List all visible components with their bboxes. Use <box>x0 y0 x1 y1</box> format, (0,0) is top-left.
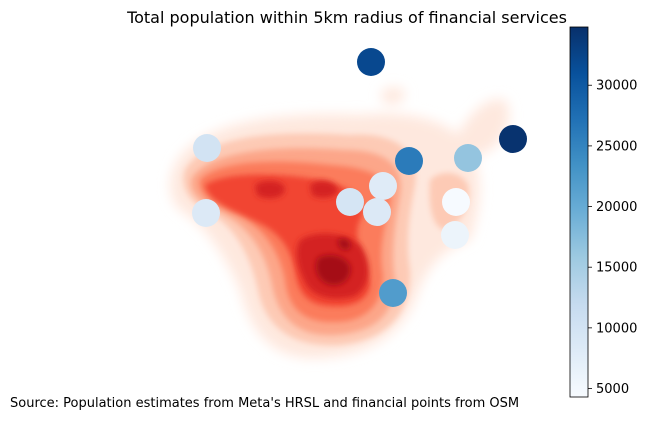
map-area <box>170 48 527 359</box>
colorbar-ticks: 5000 10000 15000 20000 25000 30000 <box>588 79 637 397</box>
colorbar-tick-label: 10000 <box>596 321 637 336</box>
density-level-7 <box>315 254 351 286</box>
financial-service-point <box>192 199 220 227</box>
financial-service-point <box>369 172 397 200</box>
financial-service-point <box>442 188 470 216</box>
density-core-west <box>255 180 285 199</box>
colorbar-tick-label: 20000 <box>596 200 637 215</box>
density-peak-north <box>338 238 351 250</box>
colorbar-tick-label: 30000 <box>596 79 637 94</box>
financial-points-layer <box>192 48 527 307</box>
financial-service-point <box>441 221 469 249</box>
financial-service-point <box>395 147 423 175</box>
financial-service-point <box>357 48 385 76</box>
financial-service-point <box>499 125 527 153</box>
source-caption: Source: Population estimates from Meta's… <box>10 396 520 411</box>
colorbar-gradient <box>569 26 589 398</box>
financial-service-point <box>379 279 407 307</box>
financial-service-point <box>454 144 482 172</box>
colorbar-tick-label: 15000 <box>596 261 637 276</box>
map-title: Total population within 5km radius of fi… <box>127 8 567 27</box>
colorbar-tick-label: 25000 <box>596 139 637 154</box>
density-level-1-east <box>455 99 510 156</box>
density-core-centre <box>310 180 338 198</box>
financial-service-point <box>363 198 391 226</box>
density-level-1-north <box>380 87 405 105</box>
financial-service-point <box>336 188 364 216</box>
colorbar-tick-label: 5000 <box>596 382 629 397</box>
financial-service-point <box>193 134 221 162</box>
